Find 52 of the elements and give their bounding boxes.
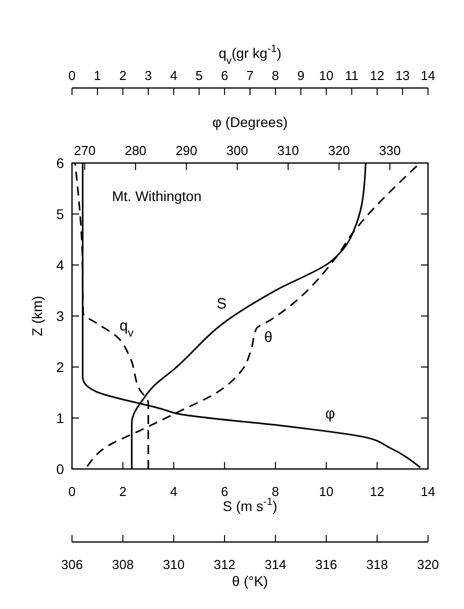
x2-tick-label: 330 xyxy=(379,143,401,158)
series-label: q$_{v}$ xyxy=(120,317,134,340)
annotation: Mt. Withington xyxy=(112,188,202,204)
x-tick-label: 316 xyxy=(315,557,338,572)
y-axis-title: Z (km) xyxy=(29,296,45,336)
x2-tick-label: 9 xyxy=(297,68,304,83)
x-tick-label: 0 xyxy=(68,484,76,500)
x2-tick-label: 3 xyxy=(144,68,152,83)
x2-tick-label: 4 xyxy=(170,68,178,83)
y-tick-label: 2 xyxy=(56,359,64,375)
x2-axis-title: q$_{v}$(gr kg$^{-1}$) xyxy=(218,43,282,67)
x2-tick-label: 0 xyxy=(68,68,76,83)
x-tick-label: 12 xyxy=(370,484,384,500)
x-tick-label: 4 xyxy=(170,484,178,500)
series-label: S xyxy=(216,296,227,313)
x2-tick-label: 8 xyxy=(272,68,280,83)
x2-tick-label: 7 xyxy=(246,68,254,83)
x-tick-label: 314 xyxy=(264,557,286,572)
x2-tick-label: 310 xyxy=(277,143,299,158)
x2-tick-label: 270 xyxy=(74,143,96,158)
y-tick-label: 4 xyxy=(56,257,64,273)
x-tick-label: 10 xyxy=(319,484,334,500)
x-tick-label: 14 xyxy=(420,484,436,500)
x-tick-label: 2 xyxy=(119,484,126,500)
x2-tick-label: 11 xyxy=(344,68,358,83)
y-tick-label: 1 xyxy=(56,410,64,426)
x-axis-title: θ (°K) xyxy=(232,573,268,589)
x-tick-label: 320 xyxy=(417,557,439,572)
y-tick-label: 3 xyxy=(56,308,64,324)
x2-tick-label: 290 xyxy=(176,143,198,158)
x2-tick-label: 1 xyxy=(94,68,102,83)
y-tick-label: 0 xyxy=(56,461,64,477)
x-tick-label: 308 xyxy=(112,557,134,572)
x-tick-label: 318 xyxy=(366,557,388,572)
x-tick-label: 310 xyxy=(162,557,185,572)
x2-tick-label: 320 xyxy=(328,143,350,158)
x-tick-label: 312 xyxy=(214,557,236,572)
x2-tick-label: 2 xyxy=(119,68,126,83)
x2-tick-label: 12 xyxy=(370,68,384,83)
x2-axis-title: φ (Degrees) xyxy=(212,114,288,130)
x2-tick-label: 14 xyxy=(420,68,436,83)
x-tick-label: 306 xyxy=(61,557,83,572)
x2-tick-label: 10 xyxy=(319,68,334,83)
x2-tick-label: 5 xyxy=(196,68,203,83)
x2-tick-label: 300 xyxy=(226,143,248,158)
y-tick-label: 5 xyxy=(56,206,64,222)
x2-tick-label: 280 xyxy=(124,143,146,158)
series-label: θ xyxy=(264,329,273,346)
x2-tick-label: 13 xyxy=(395,68,410,83)
y-tick-label: 6 xyxy=(56,155,64,171)
series-label: φ xyxy=(325,406,336,423)
x2-tick-label: 6 xyxy=(220,68,228,83)
